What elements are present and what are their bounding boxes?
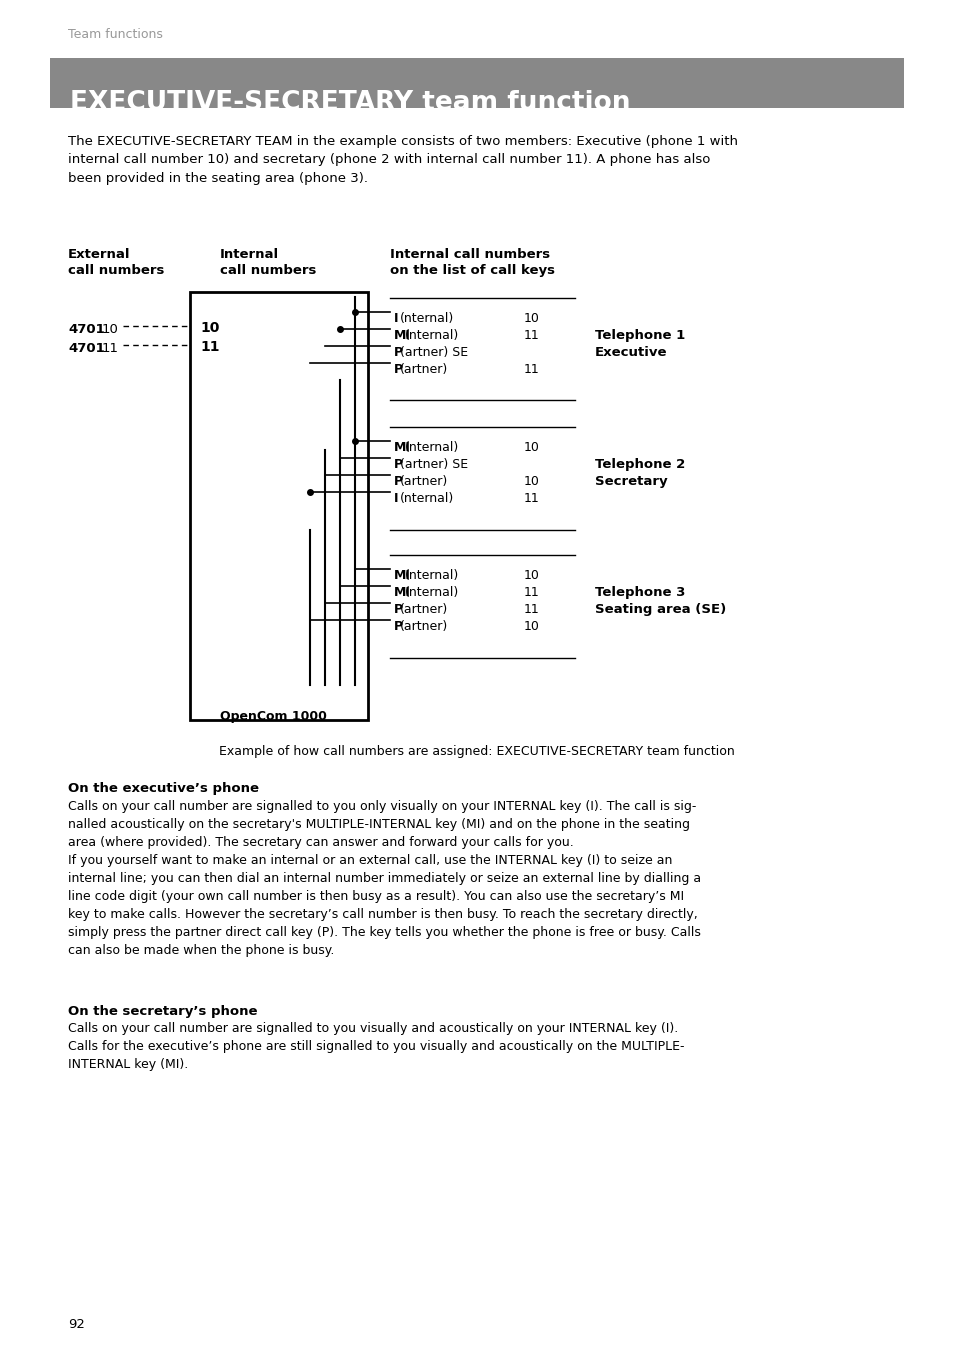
Text: MI: MI — [394, 441, 411, 454]
Bar — [50, 58, 903, 108]
Text: Seating area (SE): Seating area (SE) — [595, 603, 725, 616]
Text: (nternal): (nternal) — [399, 492, 454, 505]
Text: (artner): (artner) — [399, 363, 447, 376]
Text: EXECUTIVE-SECRETARY team function: EXECUTIVE-SECRETARY team function — [70, 89, 630, 116]
Text: 11: 11 — [102, 343, 119, 355]
Text: (artner) SE: (artner) SE — [399, 347, 467, 359]
Text: 11: 11 — [523, 329, 539, 343]
Text: P: P — [394, 363, 403, 376]
Text: Secretary: Secretary — [595, 475, 667, 487]
Text: P: P — [394, 347, 403, 359]
Text: The EXECUTIVE-SECRETARY TEAM in the example consists of two members: Executive (: The EXECUTIVE-SECRETARY TEAM in the exam… — [68, 135, 738, 185]
Text: On the executive’s phone: On the executive’s phone — [68, 783, 258, 795]
Text: 92: 92 — [68, 1317, 85, 1331]
Text: I: I — [394, 492, 398, 505]
Text: (nternal): (nternal) — [399, 311, 454, 325]
Text: (nternal): (nternal) — [405, 441, 459, 454]
Text: 4701: 4701 — [68, 324, 105, 336]
Text: 11: 11 — [523, 363, 539, 376]
Text: (artner): (artner) — [399, 475, 447, 487]
Bar — [190, 292, 368, 720]
Text: 10: 10 — [523, 475, 539, 487]
Text: (nternal): (nternal) — [405, 569, 459, 582]
Text: 11: 11 — [523, 586, 539, 598]
Text: Executive: Executive — [595, 347, 667, 359]
Text: (nternal): (nternal) — [405, 329, 459, 343]
Text: (artner): (artner) — [399, 603, 447, 616]
Text: P: P — [394, 458, 403, 471]
Text: 11: 11 — [200, 340, 219, 353]
Text: P: P — [394, 620, 403, 634]
Text: 4701: 4701 — [68, 343, 105, 355]
Text: (nternal): (nternal) — [405, 586, 459, 598]
Text: P: P — [394, 603, 403, 616]
Text: External
call numbers: External call numbers — [68, 248, 164, 278]
Text: Calls on your call number are signalled to you only visually on your INTERNAL ke: Calls on your call number are signalled … — [68, 800, 700, 957]
Text: 10: 10 — [523, 569, 539, 582]
Text: Example of how call numbers are assigned: EXECUTIVE-SECRETARY team function: Example of how call numbers are assigned… — [219, 745, 734, 758]
Text: (artner) SE: (artner) SE — [399, 458, 467, 471]
Text: 10: 10 — [523, 620, 539, 634]
Text: Telephone 3: Telephone 3 — [595, 586, 684, 598]
Text: 11: 11 — [523, 603, 539, 616]
Text: Internal
call numbers: Internal call numbers — [220, 248, 316, 278]
Text: OpenCom 1000: OpenCom 1000 — [220, 709, 327, 723]
Text: Team functions: Team functions — [68, 28, 163, 41]
Text: MI: MI — [394, 586, 411, 598]
Text: 10: 10 — [523, 311, 539, 325]
Text: 10: 10 — [102, 324, 119, 336]
Text: (artner): (artner) — [399, 620, 447, 634]
Text: Calls on your call number are signalled to you visually and acoustically on your: Calls on your call number are signalled … — [68, 1022, 684, 1071]
Text: Internal call numbers
on the list of call keys: Internal call numbers on the list of cal… — [390, 248, 555, 278]
Text: 11: 11 — [523, 492, 539, 505]
Text: 10: 10 — [200, 321, 219, 334]
Text: 10: 10 — [523, 441, 539, 454]
Text: On the secretary’s phone: On the secretary’s phone — [68, 1005, 257, 1018]
Text: Telephone 2: Telephone 2 — [595, 458, 684, 471]
Text: MI: MI — [394, 329, 411, 343]
Text: P: P — [394, 475, 403, 487]
Text: Telephone 1: Telephone 1 — [595, 329, 684, 343]
Text: MI: MI — [394, 569, 411, 582]
Text: I: I — [394, 311, 398, 325]
